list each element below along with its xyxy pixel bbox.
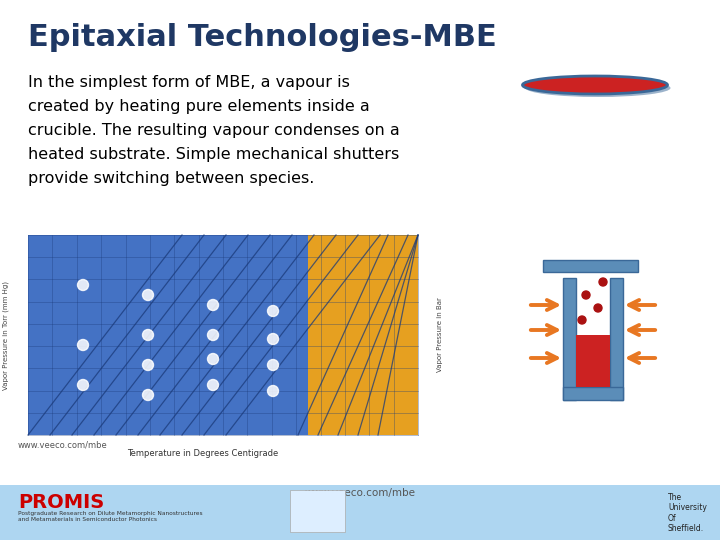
Circle shape: [78, 280, 89, 291]
Circle shape: [143, 289, 153, 300]
Circle shape: [268, 386, 279, 396]
Bar: [610, 278, 623, 400]
Text: Vapor Pressure in Bar: Vapor Pressure in Bar: [437, 298, 443, 373]
Text: The
University
Of
Sheffield.: The University Of Sheffield.: [668, 493, 707, 533]
Text: Vapor Pressure in Torr (mm Hg): Vapor Pressure in Torr (mm Hg): [3, 280, 9, 389]
Text: Epitaxial Technologies-MBE: Epitaxial Technologies-MBE: [28, 24, 497, 52]
Circle shape: [207, 354, 218, 364]
Text: crucible. The resulting vapour condenses on a: crucible. The resulting vapour condenses…: [28, 123, 400, 138]
Circle shape: [578, 316, 586, 324]
Bar: [0, 485, 720, 540]
Circle shape: [78, 340, 89, 350]
Circle shape: [599, 278, 607, 286]
Text: Temperature in Degrees Centigrade: Temperature in Degrees Centigrade: [127, 449, 279, 458]
Bar: [563, 387, 623, 400]
Text: www.veeco.com/mbe: www.veeco.com/mbe: [305, 488, 415, 498]
Circle shape: [207, 300, 218, 310]
Circle shape: [268, 360, 279, 370]
Ellipse shape: [526, 79, 670, 97]
Bar: [290, 490, 345, 532]
Text: heated substrate. Simple mechanical shutters: heated substrate. Simple mechanical shut…: [28, 147, 400, 162]
Text: created by heating pure elements inside a: created by heating pure elements inside …: [28, 99, 370, 114]
Bar: [576, 335, 610, 387]
Circle shape: [143, 329, 153, 341]
Circle shape: [207, 329, 218, 341]
Circle shape: [143, 360, 153, 370]
Text: www.veeco.com/mbe: www.veeco.com/mbe: [18, 440, 108, 449]
Text: In the simplest form of MBE, a vapour is: In the simplest form of MBE, a vapour is: [28, 75, 350, 90]
Circle shape: [582, 291, 590, 299]
Text: PROMIS: PROMIS: [18, 493, 104, 512]
Bar: [28, 235, 308, 435]
Circle shape: [143, 389, 153, 401]
Circle shape: [207, 380, 218, 390]
Circle shape: [78, 380, 89, 390]
Bar: [542, 260, 637, 272]
Circle shape: [268, 334, 279, 345]
Text: Postgraduate Research on Dilute Metamorphic Nanostructures
and Metamaterials in : Postgraduate Research on Dilute Metamorp…: [18, 511, 202, 522]
Bar: [563, 278, 576, 400]
Ellipse shape: [523, 76, 667, 94]
Circle shape: [594, 304, 602, 312]
Text: provide switching between species.: provide switching between species.: [28, 171, 315, 186]
Circle shape: [268, 306, 279, 316]
Bar: [308, 235, 418, 435]
